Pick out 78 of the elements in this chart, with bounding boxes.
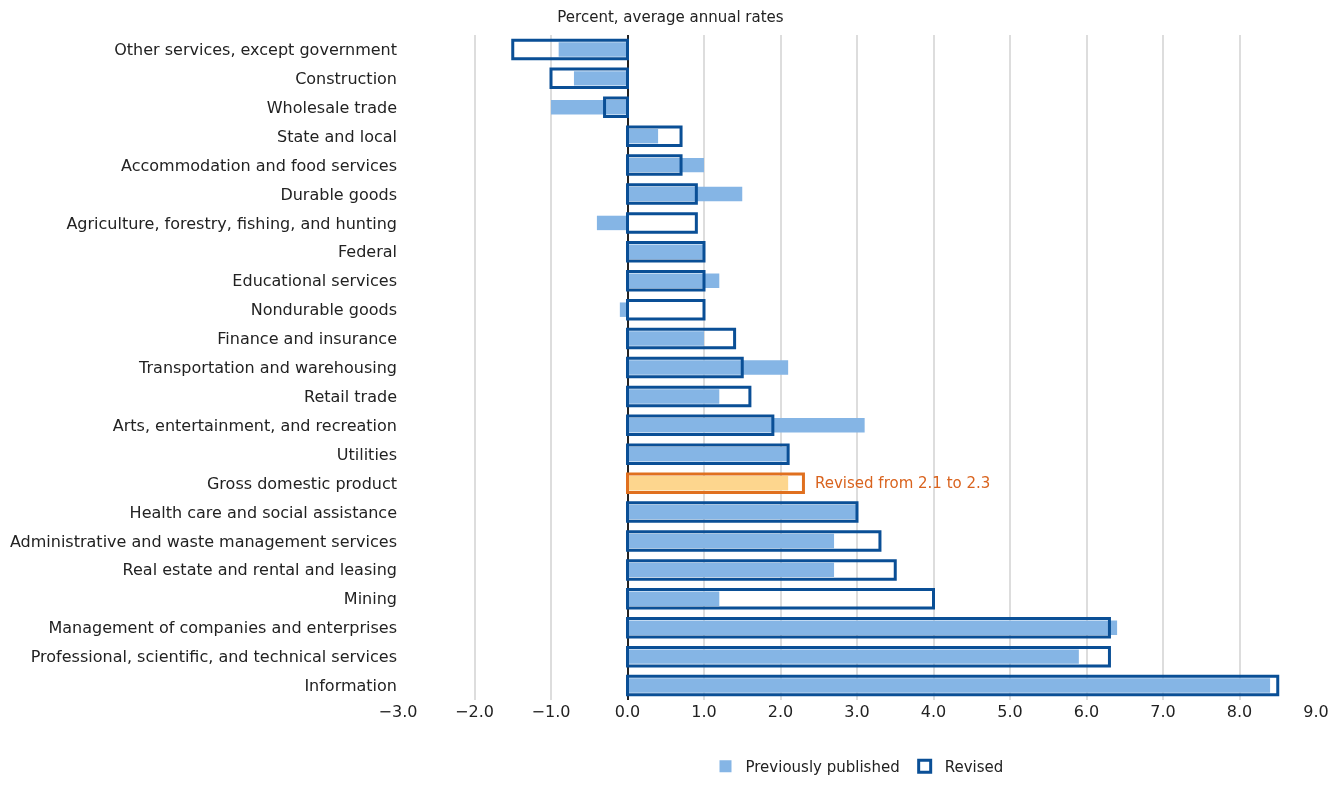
bar xyxy=(626,183,698,205)
x-tick-label: −3.0 xyxy=(378,702,418,721)
bar xyxy=(627,533,835,549)
x-tick-label: 1.0 xyxy=(691,702,717,721)
y-tick-label: Construction xyxy=(295,68,397,88)
y-tick-label: Health care and social assistance xyxy=(129,502,397,522)
bar xyxy=(626,212,698,234)
bar xyxy=(549,67,629,90)
bar xyxy=(626,472,805,494)
bar xyxy=(627,128,659,144)
y-tick-label: Educational services xyxy=(232,271,397,291)
x-tick-label: 5.0 xyxy=(997,702,1023,721)
bar xyxy=(626,559,897,581)
x-tick-label: 8.0 xyxy=(1226,702,1253,721)
y-tick-label: Wholesale trade xyxy=(266,97,397,117)
y-tick-label: Agriculture, forestry, fishing, and hunting xyxy=(66,213,397,233)
bar xyxy=(626,298,706,321)
bar xyxy=(626,327,737,350)
bar xyxy=(627,186,743,202)
x-tick-label: −2.0 xyxy=(455,702,494,721)
y-tick-label: Finance and insurance xyxy=(217,329,397,349)
x-tick-label: 9.0 xyxy=(1303,702,1329,721)
bar xyxy=(626,125,683,147)
bar xyxy=(558,42,628,57)
bar xyxy=(626,530,882,552)
bar xyxy=(627,591,720,607)
bar xyxy=(627,360,789,375)
bar xyxy=(626,385,752,408)
x-tick-label: −1.0 xyxy=(531,702,571,721)
y-tick-label: Mining xyxy=(343,589,397,609)
y-tick-label: Gross domestic product xyxy=(206,473,397,493)
y-tick-label: Nondurable goods xyxy=(250,300,397,320)
x-tick-label: 6.0 xyxy=(1073,702,1100,721)
bar xyxy=(626,645,1111,668)
bar xyxy=(626,154,683,176)
bar xyxy=(627,389,720,404)
bar xyxy=(603,96,629,119)
bar xyxy=(627,157,704,173)
bar xyxy=(627,475,789,491)
x-tick-label: 0.0 xyxy=(614,702,641,721)
bar xyxy=(627,620,1118,635)
bar xyxy=(626,356,744,379)
y-tick-label: Arts, entertainment, and recreation xyxy=(112,415,397,435)
bar xyxy=(626,414,775,437)
y-tick-label: State and local xyxy=(277,126,397,146)
bar xyxy=(626,616,1111,639)
bar xyxy=(627,562,835,578)
y-tick-label: Transportation and warehousing xyxy=(138,358,397,378)
x-tick-label: 3.0 xyxy=(844,702,870,721)
x-tick-label: 2.0 xyxy=(767,702,794,721)
bar xyxy=(626,588,935,610)
bar xyxy=(551,100,628,115)
y-tick-label: Administrative and waste management services xyxy=(9,531,397,551)
y-tick-label: Accommodation and food services xyxy=(121,155,397,175)
bar xyxy=(626,270,706,292)
y-tick-label: Other services, except government xyxy=(114,40,397,60)
bar xyxy=(627,418,865,433)
bar xyxy=(627,649,1079,664)
bar xyxy=(511,38,629,61)
x-tick-label: 7.0 xyxy=(1150,702,1176,721)
bar xyxy=(596,215,628,231)
y-tick-label: Utilities xyxy=(336,444,397,464)
bar xyxy=(627,273,720,288)
y-tick-label: Federal xyxy=(338,242,397,262)
bar xyxy=(626,674,1280,697)
annotation: Revised from 2.1 to 2.3 xyxy=(815,474,991,492)
y-tick-label: Retail trade xyxy=(304,387,397,407)
legend-label: Revised xyxy=(944,757,1004,776)
x-tick-label: 4.0 xyxy=(920,702,947,721)
chart-title: Percent, average annual rates xyxy=(557,8,784,27)
y-tick-label: Information xyxy=(304,676,397,696)
legend-label: Previously published xyxy=(745,757,900,776)
y-tick-label: Durable goods xyxy=(280,184,397,204)
y-tick-label: Management of companies and enterprises xyxy=(48,618,397,638)
bar xyxy=(627,331,704,346)
bar xyxy=(573,71,628,86)
y-tick-label: Real estate and rental and leasing xyxy=(122,560,397,580)
y-tick-label: Professional, scientific, and technical services xyxy=(30,647,397,667)
